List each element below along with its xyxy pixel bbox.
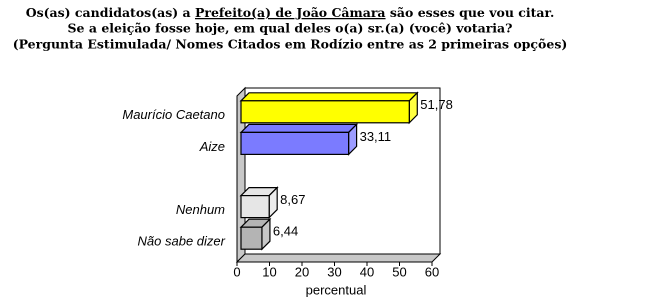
bar-top xyxy=(239,123,359,133)
bar xyxy=(240,226,263,250)
value-label: 6,44 xyxy=(273,224,298,239)
value-label: 51,78 xyxy=(420,97,453,112)
y-tick-label: Aize xyxy=(199,139,225,154)
bar xyxy=(240,131,350,155)
chart-title: Os(as) candidatos(as) a Prefeito(a) de J… xyxy=(26,5,555,20)
x-tick-label: 20 xyxy=(295,264,309,279)
value-label: 33,11 xyxy=(360,129,392,144)
x-tick-label: 50 xyxy=(392,264,406,279)
chart-subtitle: Se a eleição fosse hoje, em qual deles o… xyxy=(68,21,513,36)
y-tick-label: Não sabe dizer xyxy=(138,234,226,249)
value-label: 8,67 xyxy=(280,192,305,207)
bar xyxy=(240,195,270,219)
floor xyxy=(235,253,442,263)
x-tick-label: 30 xyxy=(327,264,341,279)
x-axis-label: percentual xyxy=(306,282,367,297)
y-tick-label: Maurício Caetano xyxy=(122,107,225,122)
title-part: Prefeito(a) de João Câmara xyxy=(195,5,386,20)
title-part: são esses que vou citar. xyxy=(386,5,555,20)
x-tick-label: 60 xyxy=(425,264,439,279)
bar xyxy=(240,100,410,124)
bar-top xyxy=(239,92,419,102)
title-part: Os(as) candidatos(as) a xyxy=(26,5,195,20)
x-tick-label: 40 xyxy=(360,264,374,279)
chart-subtitle: (Pergunta Estimulada/ Nomes Citados em R… xyxy=(13,37,568,52)
y-tick-label: Nenhum xyxy=(176,202,225,217)
x-tick-label: 10 xyxy=(262,264,276,279)
x-tick-label: 0 xyxy=(233,264,240,279)
